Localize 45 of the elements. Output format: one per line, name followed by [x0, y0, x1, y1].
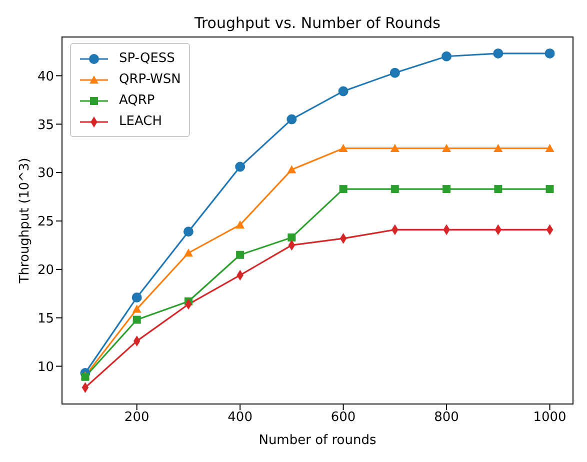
point — [339, 185, 348, 194]
x-tick-label: 400 — [228, 410, 252, 426]
point — [544, 48, 555, 58]
x-axis-title: Number of rounds — [258, 433, 376, 448]
point — [132, 316, 141, 324]
y-tick-label: 30 — [37, 166, 54, 182]
x-tick-label: 800 — [434, 410, 459, 426]
legend-label: SP-QESS — [119, 51, 175, 66]
point — [236, 220, 245, 228]
point — [286, 114, 297, 124]
point — [236, 250, 244, 259]
point — [493, 48, 504, 58]
point — [390, 68, 400, 78]
legend-label: LEACH — [119, 114, 162, 129]
point — [184, 248, 193, 257]
point — [287, 165, 296, 174]
point — [132, 292, 142, 302]
point — [494, 185, 502, 194]
point — [494, 144, 503, 152]
point — [235, 162, 246, 172]
y-tick-label: 15 — [37, 311, 54, 326]
chart-title: Troughput vs. Number of Rounds — [194, 14, 442, 32]
y-tick-label: 25 — [37, 214, 54, 230]
point — [442, 185, 451, 194]
point — [288, 233, 296, 242]
legend-label: AQRP — [119, 93, 155, 108]
legend-label: QRP-WSN — [119, 72, 181, 87]
y-tick-label: 20 — [37, 263, 54, 278]
point — [338, 144, 348, 152]
x-tick-label: 200 — [124, 410, 150, 426]
point — [442, 144, 452, 152]
x-tick-label: 1000 — [533, 410, 566, 426]
y-tick-label: 10 — [37, 360, 54, 375]
point — [183, 226, 194, 237]
y-axis-title: Throughput (10^3) — [18, 158, 33, 284]
x-tick-label: 600 — [330, 410, 356, 426]
point — [546, 185, 554, 194]
point — [390, 185, 399, 194]
point — [390, 144, 400, 152]
point — [338, 86, 348, 96]
point — [132, 304, 142, 313]
point — [442, 51, 452, 62]
y-tick-label: 40 — [37, 69, 54, 84]
y-tick-label: 35 — [37, 118, 54, 133]
point — [545, 144, 554, 152]
